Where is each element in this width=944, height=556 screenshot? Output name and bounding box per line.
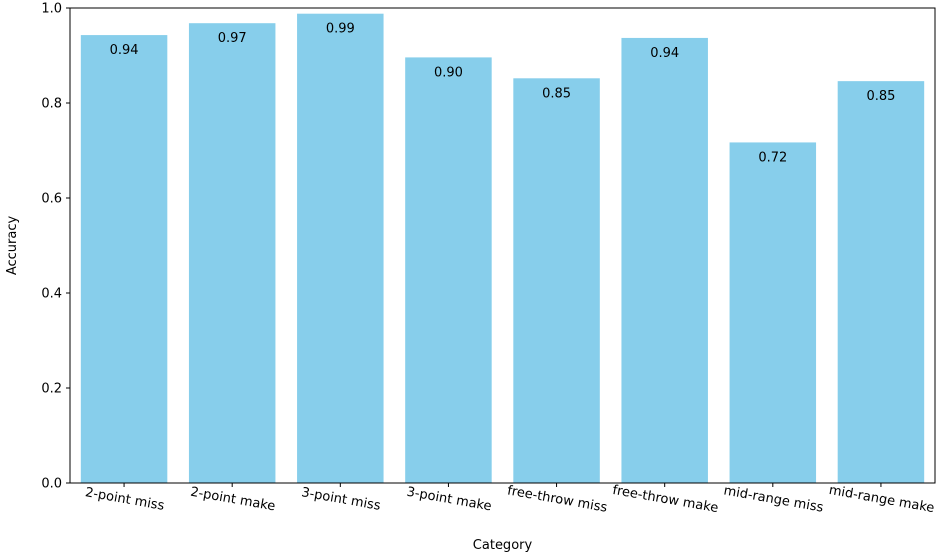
y-axis-title: Accuracy bbox=[5, 216, 20, 276]
x-axis-title: Category bbox=[473, 538, 533, 553]
bar-value-label: 0.85 bbox=[542, 86, 571, 101]
bar-value-label: 0.90 bbox=[434, 65, 463, 80]
x-tick-label: 3-point miss bbox=[300, 485, 382, 514]
bar bbox=[405, 57, 492, 484]
bar bbox=[729, 142, 817, 484]
bar bbox=[297, 13, 384, 483]
x-tick-label: 2-point make bbox=[189, 485, 276, 515]
bar bbox=[80, 35, 168, 483]
bar bbox=[621, 37, 708, 484]
x-tick-label: mid-range make bbox=[828, 483, 936, 516]
bar-value-label: 0.94 bbox=[650, 46, 679, 61]
bars-group bbox=[80, 13, 925, 484]
bar-value-label: 0.99 bbox=[326, 22, 355, 37]
bar bbox=[188, 23, 276, 483]
bar-value-label: 0.72 bbox=[758, 150, 787, 165]
y-tick-label: 0.6 bbox=[41, 192, 62, 207]
bar-value-label: 0.97 bbox=[218, 31, 247, 46]
x-tick-label: 3-point make bbox=[405, 485, 492, 515]
y-tick-label: 0.0 bbox=[41, 477, 62, 492]
y-tick-label: 0.8 bbox=[41, 97, 62, 112]
y-axis-ticks: 0.0 0.2 0.4 0.6 0.8 1.0 bbox=[41, 2, 70, 492]
bar bbox=[513, 78, 600, 484]
bar-value-label: 0.85 bbox=[866, 89, 895, 104]
x-tick-label: mid-range miss bbox=[722, 483, 824, 515]
data-labels-group: 0.94 0.97 0.99 0.90 0.85 0.94 0.72 0.85 bbox=[110, 22, 896, 166]
x-axis-ticks: 2-point miss 2-point make 3-point miss 3-po… bbox=[84, 483, 936, 516]
plot-frame bbox=[69, 7, 936, 484]
bar-value-label: 0.94 bbox=[110, 43, 139, 58]
y-tick-label: 0.2 bbox=[41, 382, 62, 397]
y-tick-label: 0.4 bbox=[41, 287, 62, 302]
x-tick-label: free-throw miss bbox=[506, 483, 609, 515]
y-tick-label: 1.0 bbox=[41, 2, 62, 17]
x-tick-label: 2-point miss bbox=[84, 485, 166, 514]
x-tick-label: free-throw make bbox=[611, 483, 719, 516]
bar bbox=[837, 81, 925, 484]
